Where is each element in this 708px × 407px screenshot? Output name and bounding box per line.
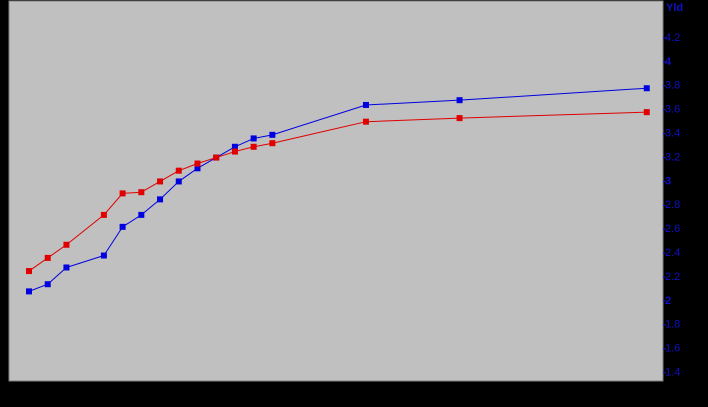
series-line [234, 146, 254, 153]
point [456, 115, 463, 122]
point [643, 109, 650, 116]
series-line [103, 226, 124, 256]
y-tick-label: 1.6 [665, 343, 680, 355]
point [44, 281, 51, 288]
point [250, 135, 257, 142]
x-tick-label: 5yr [172, 384, 189, 396]
y-tick-label: 1.8 [665, 319, 680, 331]
point [119, 190, 126, 197]
series-line [47, 244, 67, 259]
y-tick-label: 3.2 [665, 151, 680, 163]
point [138, 189, 145, 196]
point [63, 264, 70, 271]
point [250, 143, 257, 150]
series-line [141, 198, 161, 216]
series-line [122, 191, 142, 194]
x-tick-label: 7yr [210, 384, 227, 396]
point [100, 211, 107, 218]
x-tick-label: 15yr [357, 384, 380, 396]
series-line [234, 137, 254, 148]
point [26, 288, 32, 295]
y-tick-label: 3.6 [665, 104, 680, 116]
point [231, 148, 238, 155]
series-line [459, 87, 647, 101]
series-line [178, 163, 198, 172]
x-tick-label: 2yr [116, 384, 133, 396]
y-tick-label: 2.6 [665, 223, 680, 235]
y-tick-label: 3 [665, 175, 671, 187]
series-line [253, 142, 273, 148]
point [213, 154, 220, 161]
y-tick-label: 3.8 [665, 80, 680, 92]
series-line [28, 257, 49, 272]
series-line [272, 104, 367, 136]
y-tick-label: 2.8 [665, 199, 680, 211]
y-tick-label: 1.4 [665, 367, 680, 379]
x-tick-label: 10yr [263, 384, 286, 396]
series-line [216, 151, 236, 159]
point [269, 131, 276, 138]
point [100, 252, 107, 259]
series-line [28, 283, 48, 292]
x-tick-label: 3mo [38, 384, 61, 396]
point [44, 254, 51, 261]
x-tick-label: 9mo [81, 384, 104, 396]
y-axis-title: Yld [666, 2, 683, 14]
series-line [122, 214, 142, 228]
y-tick-label: 2 [665, 295, 671, 307]
point [643, 85, 650, 92]
point [194, 165, 201, 172]
series-line [272, 121, 367, 144]
series-line [47, 267, 67, 285]
point [269, 140, 276, 147]
x-tick-label: 6mo [57, 384, 80, 396]
series-line [66, 214, 105, 246]
series-line [215, 146, 236, 158]
y-tick-label: 3.4 [665, 128, 680, 140]
point [157, 178, 164, 185]
y-tick-label: 2.2 [665, 271, 680, 283]
y-tick-label: 4.2 [665, 32, 680, 44]
series-line [159, 181, 180, 200]
series-line [178, 167, 198, 182]
point [362, 101, 369, 108]
series-line [66, 255, 105, 268]
point [138, 211, 145, 218]
series-line [365, 99, 460, 106]
point [63, 241, 70, 248]
point [231, 143, 238, 150]
point [362, 118, 369, 125]
point [175, 167, 182, 174]
series-line [253, 134, 273, 139]
y-tick-label: 4 [665, 56, 672, 68]
x-tick-label: 20yr [450, 384, 473, 396]
y-tick-label: 2.4 [665, 247, 680, 259]
series-line [459, 111, 647, 119]
point [157, 196, 164, 203]
series-line [197, 157, 217, 169]
series-line [141, 181, 161, 193]
point [26, 268, 32, 275]
point [194, 160, 201, 167]
series-line [197, 157, 217, 164]
x-tick-label: 30yr [637, 384, 660, 396]
series-line [103, 193, 123, 216]
point [456, 97, 463, 104]
point [175, 178, 182, 185]
x-tick-label: 3yr [135, 384, 152, 396]
point [119, 223, 126, 230]
plot-area [8, 0, 664, 382]
series-line [365, 117, 460, 123]
series-line [159, 170, 180, 182]
